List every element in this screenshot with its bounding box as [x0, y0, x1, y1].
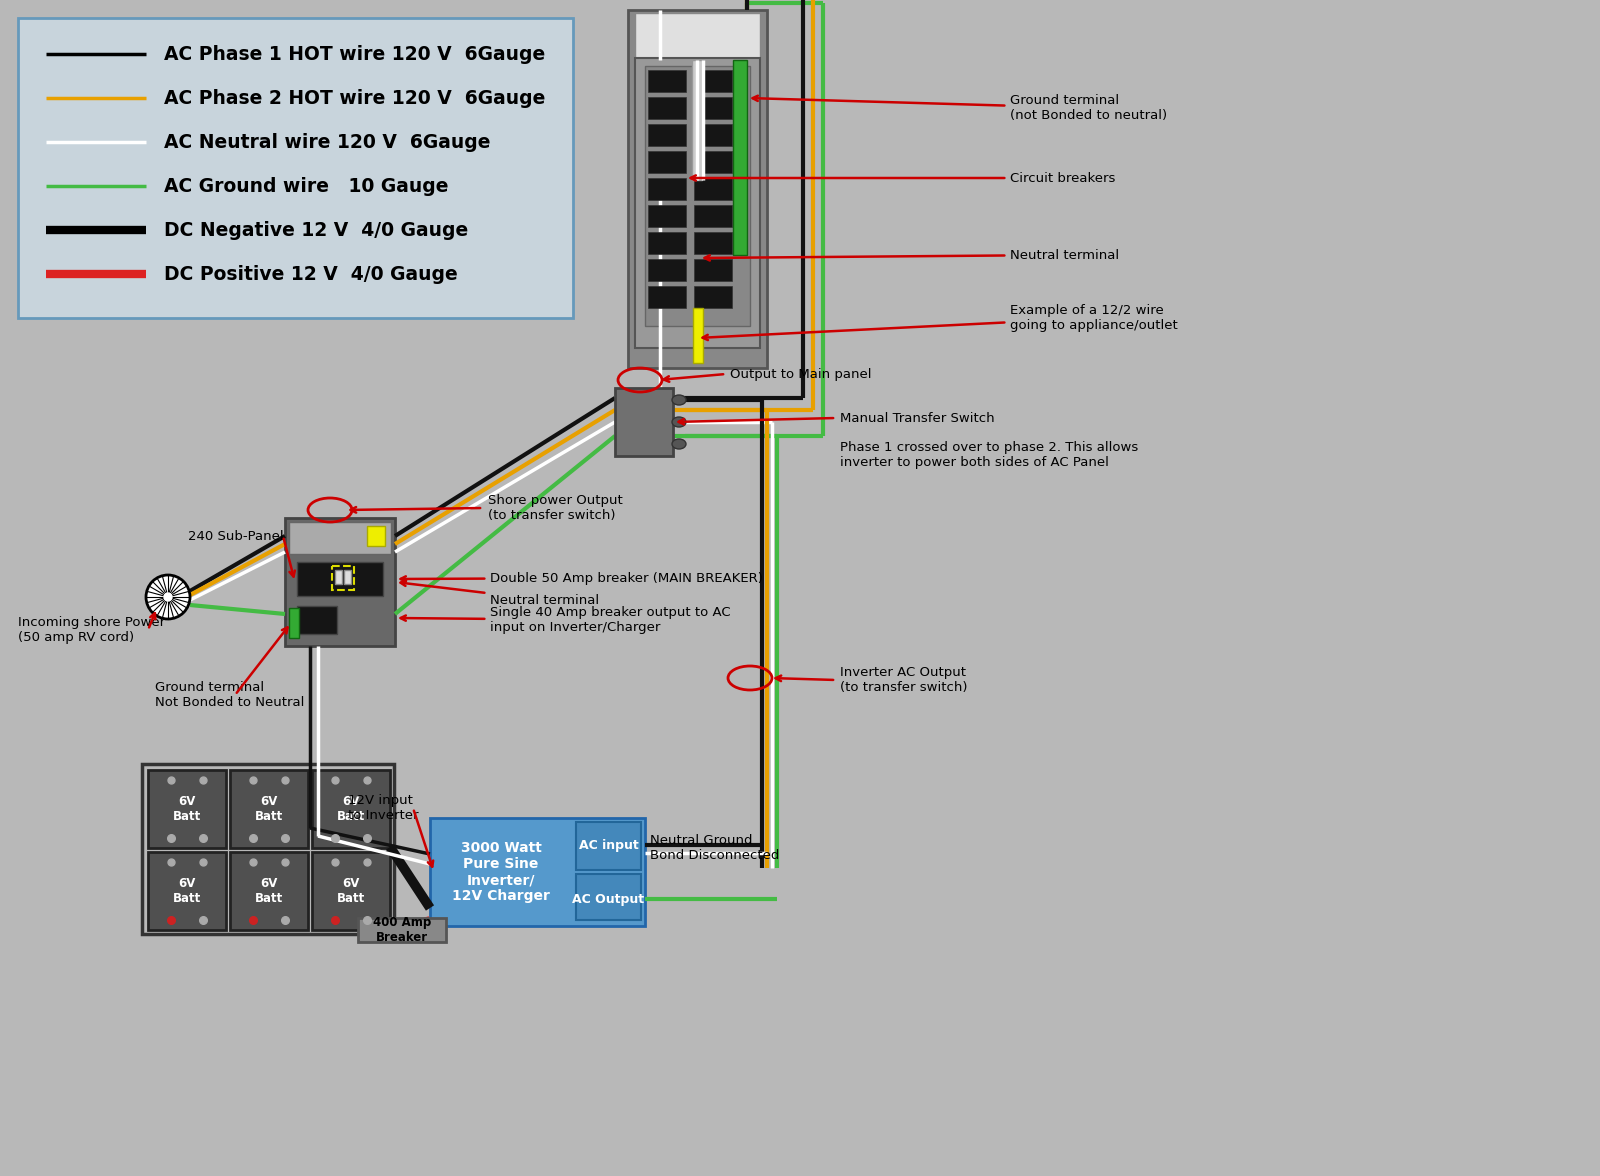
Text: 6V
Batt: 6V Batt — [254, 795, 283, 823]
Bar — [333, 566, 354, 590]
Bar — [694, 259, 733, 281]
Bar — [648, 205, 686, 227]
Text: Manual Transfer Switch: Manual Transfer Switch — [840, 412, 995, 425]
Bar — [18, 18, 573, 318]
Bar — [648, 259, 686, 281]
Bar — [290, 522, 390, 554]
Bar — [366, 526, 386, 546]
Bar — [694, 96, 733, 119]
Ellipse shape — [672, 395, 686, 405]
Bar — [358, 918, 446, 942]
Bar — [694, 71, 733, 92]
Text: 6V
Batt: 6V Batt — [173, 795, 202, 823]
Ellipse shape — [672, 417, 686, 427]
Text: 240 Sub-Panel: 240 Sub-Panel — [189, 529, 283, 542]
Bar — [147, 851, 226, 930]
Text: Neutral Ground
Bond Disconnected: Neutral Ground Bond Disconnected — [650, 834, 779, 862]
Text: AC Output: AC Output — [573, 893, 645, 906]
Text: Circuit breakers: Circuit breakers — [691, 172, 1115, 185]
Bar — [648, 123, 686, 146]
Text: AC Ground wire   10 Gauge: AC Ground wire 10 Gauge — [165, 176, 448, 195]
Bar — [648, 286, 686, 308]
Text: Neutral terminal: Neutral terminal — [400, 581, 598, 607]
Text: DC Positive 12 V  4/0 Gauge: DC Positive 12 V 4/0 Gauge — [165, 265, 458, 283]
Bar — [312, 770, 390, 848]
Text: Ground terminal
Not Bonded to Neutral: Ground terminal Not Bonded to Neutral — [155, 681, 304, 709]
Bar — [627, 11, 766, 368]
Bar — [635, 58, 760, 348]
Bar — [576, 822, 642, 870]
Bar — [334, 570, 342, 584]
Bar — [344, 570, 350, 584]
Text: Incoming shore Power
(50 amp RV cord): Incoming shore Power (50 amp RV cord) — [18, 616, 165, 644]
Bar — [694, 205, 733, 227]
Circle shape — [165, 593, 173, 601]
Bar — [285, 517, 395, 646]
Text: Output to Main panel: Output to Main panel — [730, 368, 872, 381]
Text: Phase 1 crossed over to phase 2. This allows
inverter to power both sides of AC : Phase 1 crossed over to phase 2. This al… — [840, 441, 1138, 469]
Text: 6V
Batt: 6V Batt — [254, 877, 283, 906]
Text: Inverter AC Output
(to transfer switch): Inverter AC Output (to transfer switch) — [840, 666, 968, 694]
Text: AC Phase 1 HOT wire 120 V  6Gauge: AC Phase 1 HOT wire 120 V 6Gauge — [165, 45, 546, 64]
Bar — [635, 13, 760, 58]
Bar — [733, 60, 747, 255]
Bar — [142, 764, 394, 934]
Bar — [648, 178, 686, 200]
Bar — [614, 388, 674, 456]
Bar — [430, 818, 645, 926]
Bar — [694, 151, 733, 173]
Bar — [576, 874, 642, 920]
Bar — [694, 123, 733, 146]
Text: Example of a 12/2 wire
going to appliance/outlet: Example of a 12/2 wire going to applianc… — [702, 305, 1178, 340]
Text: 400 Amp
Breaker: 400 Amp Breaker — [373, 916, 430, 944]
Text: AC Phase 2 HOT wire 120 V  6Gauge: AC Phase 2 HOT wire 120 V 6Gauge — [165, 88, 546, 107]
Bar — [230, 851, 307, 930]
Bar — [648, 151, 686, 173]
Bar — [694, 286, 733, 308]
Text: 6V
Batt: 6V Batt — [338, 877, 365, 906]
Bar — [645, 66, 750, 326]
Text: DC Negative 12 V  4/0 Gauge: DC Negative 12 V 4/0 Gauge — [165, 221, 469, 240]
Text: Ground terminal
(not Bonded to neutral): Ground terminal (not Bonded to neutral) — [752, 94, 1166, 122]
Text: AC Neutral wire 120 V  6Gauge: AC Neutral wire 120 V 6Gauge — [165, 133, 491, 152]
Text: Double 50 Amp breaker (MAIN BREAKER): Double 50 Amp breaker (MAIN BREAKER) — [400, 572, 763, 584]
Bar — [694, 232, 733, 254]
Bar — [648, 232, 686, 254]
Bar — [230, 770, 307, 848]
Bar — [298, 562, 382, 596]
Bar — [147, 770, 226, 848]
Text: Single 40 Amp breaker output to AC
input on Inverter/Charger: Single 40 Amp breaker output to AC input… — [400, 606, 731, 634]
Circle shape — [146, 575, 190, 619]
Bar — [693, 308, 702, 363]
Text: 3000 Watt
Pure Sine
Inverter/
12V Charger: 3000 Watt Pure Sine Inverter/ 12V Charge… — [453, 841, 550, 903]
Bar — [691, 60, 702, 180]
Text: 6V
Batt: 6V Batt — [173, 877, 202, 906]
Ellipse shape — [672, 439, 686, 449]
Text: 6V
Batt: 6V Batt — [338, 795, 365, 823]
Bar — [648, 71, 686, 92]
Text: 12V input
to Inverter: 12V input to Inverter — [349, 794, 419, 822]
Bar — [298, 606, 338, 634]
Text: Shore power Output
(to transfer switch): Shore power Output (to transfer switch) — [488, 494, 622, 522]
Bar — [312, 851, 390, 930]
Text: AC input: AC input — [579, 838, 638, 851]
Text: Neutral terminal: Neutral terminal — [704, 248, 1118, 261]
Bar — [694, 178, 733, 200]
Bar — [290, 608, 299, 639]
Bar — [648, 96, 686, 119]
